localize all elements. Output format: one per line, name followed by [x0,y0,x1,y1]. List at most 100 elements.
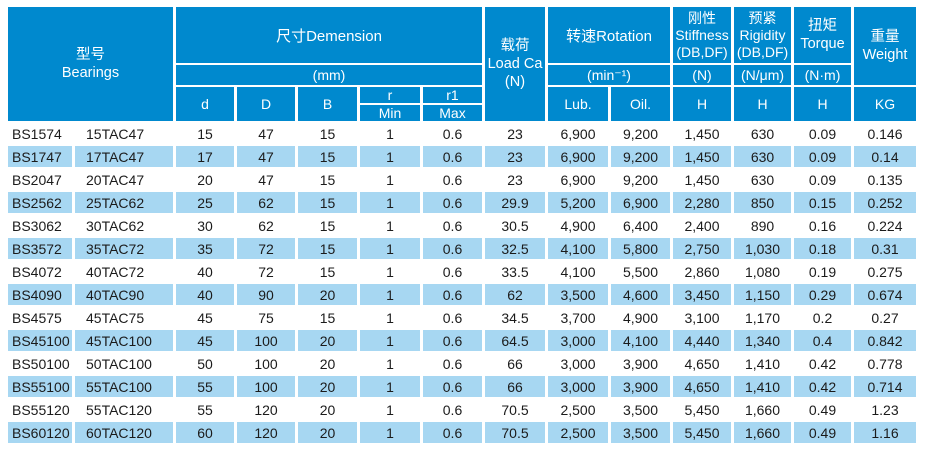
cell-r-min: 1 [360,376,420,397]
cell-torque-h: 0.18 [794,238,851,259]
cell-dim-D: 90 [237,284,295,305]
cell-dim-D: 62 [258,217,274,234]
table-row: BS4090 40TAC90 40 90 20 1 0.6 62 3,500 4,600 3,450… [8,284,916,305]
header-col-lub: Lub. [548,87,608,121]
cell-rigidity-h: 630 [734,146,791,167]
header-stiffness: 刚性 Stiffness (DB,DF) [673,7,731,63]
cell-dim-d: 25 [176,192,234,213]
cell-torque-h: 0.09 [808,171,837,188]
cell-stiffness-h: 4,440 [673,330,731,351]
cell-rigidity-h: 630 [750,171,775,188]
header-rigidity-zh: 预紧 [748,9,777,26]
cell-r1-max: 0.6 [442,309,463,326]
cell-model-bs: BS2562 [8,192,72,213]
cell-rotation-oil: 3,900 [611,376,670,397]
cell-r1-max: 0.6 [423,238,482,259]
cell-stiffness-h: 1,450 [684,125,720,142]
cell-r1-max: 0.6 [423,284,482,305]
header-dimension-unit: (mm) [176,65,482,85]
cell-r-min: 1 [360,238,420,259]
cell-r1-max: 0.6 [442,125,463,142]
cell-dim-d: 55 [176,376,234,397]
cell-dim-D: 100 [254,355,278,372]
cell-dim-D: 62 [237,192,295,213]
cell-dim-B: 15 [298,146,357,167]
cell-weight-kg: 1.23 [871,401,899,418]
cell-dim-B: 15 [319,309,336,326]
cell-r-min: 1 [386,401,394,418]
cell-rotation-lub: 3,700 [560,309,596,326]
header-col-d: d [176,87,234,121]
table-row: BS2047 20TAC47 20 47 15 1 0.6 23 6,900 9,200 1,450… [8,169,916,190]
cell-dim-D: 47 [237,146,295,167]
cell-model-bs: BS4090 [8,284,72,305]
cell-r1-max: 0.6 [442,171,463,188]
cell-dim-B: 15 [319,171,336,188]
cell-model-tac: 45TAC75 [86,309,145,326]
cell-r1-max: 0.6 [423,376,482,397]
header-rigidity-en: Rigidity [739,26,786,43]
cell-model-tac: 25TAC62 [75,192,173,213]
cell-r-min: 1 [386,355,394,372]
cell-weight-kg: 0.275 [867,263,903,280]
cell-rigidity-h: 850 [734,192,791,213]
header-col-h-stiffness: H [673,87,731,121]
cell-torque-h: 0.15 [794,192,851,213]
cell-rotation-lub: 6,900 [560,125,596,142]
cell-stiffness-h: 1,450 [673,146,731,167]
cell-dim-d: 30 [197,217,213,234]
cell-model-bs: BS45100 [8,330,72,351]
cell-rigidity-h: 1,150 [734,284,791,305]
table-header: 型号 Bearings 尺寸Demension 载荷 Load Ca (N) 转… [8,7,916,121]
header-model-zh: 型号 [76,47,105,63]
cell-dim-d: 20 [197,171,213,188]
cell-dim-B: 20 [319,401,336,418]
cell-stiffness-h: 1,450 [684,171,720,188]
cell-weight-kg: 0.31 [854,238,916,259]
cell-dim-B: 15 [319,263,336,280]
header-col-h-rigidity: H [734,87,791,121]
table-row: BS1574 15TAC47 15 47 15 1 0.6 23 6,900 9,200 1,450… [8,123,916,144]
cell-weight-kg: 0.135 [867,171,903,188]
cell-rigidity-h: 630 [750,125,775,142]
cell-dim-D: 120 [254,401,278,418]
header-load-unit: (N) [504,74,526,90]
table-row: BS3572 35TAC72 35 72 15 1 0.6 32.5 4,100 5,800 2,7… [8,238,916,259]
cell-dim-B: 20 [298,376,357,397]
cell-model-bs: BS3572 [8,238,72,259]
cell-r1-max: 0.6 [423,146,482,167]
table-body: BS1574 15TAC47 15 47 15 1 0.6 23 6,900 9,200 1,450… [8,123,916,443]
cell-rotation-lub: 2,500 [560,401,596,418]
cell-torque-h: 0.42 [794,376,851,397]
cell-load-ca: 70.5 [501,401,529,418]
cell-dim-B: 15 [298,192,357,213]
cell-rigidity-h: 1,030 [734,238,791,259]
cell-torque-h: 0.09 [808,125,837,142]
header-rigidity: 预紧 Rigidity (DB,DF) [734,7,791,63]
cell-model-bs: BS60120 [8,422,72,443]
cell-weight-kg: 1.16 [854,422,916,443]
cell-model-bs: BS55100 [8,376,72,397]
cell-dim-D: 120 [237,422,295,443]
cell-dim-d: 40 [176,284,234,305]
cell-dim-D: 75 [258,309,274,326]
cell-weight-kg: 0.674 [854,284,916,305]
cell-weight-kg: 0.14 [854,146,916,167]
cell-stiffness-h: 3,100 [684,309,720,326]
cell-r-min: 1 [360,146,420,167]
cell-rigidity-h: 1,410 [734,376,791,397]
cell-dim-D: 72 [258,263,274,280]
cell-load-ca: 66 [485,376,545,397]
cell-dim-D: 47 [258,125,274,142]
cell-stiffness-h: 2,400 [684,217,720,234]
cell-torque-h: 0.42 [808,355,837,372]
cell-r1-max: 0.6 [442,217,463,234]
cell-dim-D: 72 [237,238,295,259]
cell-model-tac: 40TAC72 [86,263,145,280]
cell-weight-kg: 0.146 [867,125,903,142]
cell-weight-kg: 0.224 [867,217,903,234]
header-col-r: r [360,87,420,103]
cell-weight-kg: 0.714 [854,376,916,397]
cell-r-min: 1 [386,263,394,280]
cell-rotation-lub: 3,000 [560,355,596,372]
